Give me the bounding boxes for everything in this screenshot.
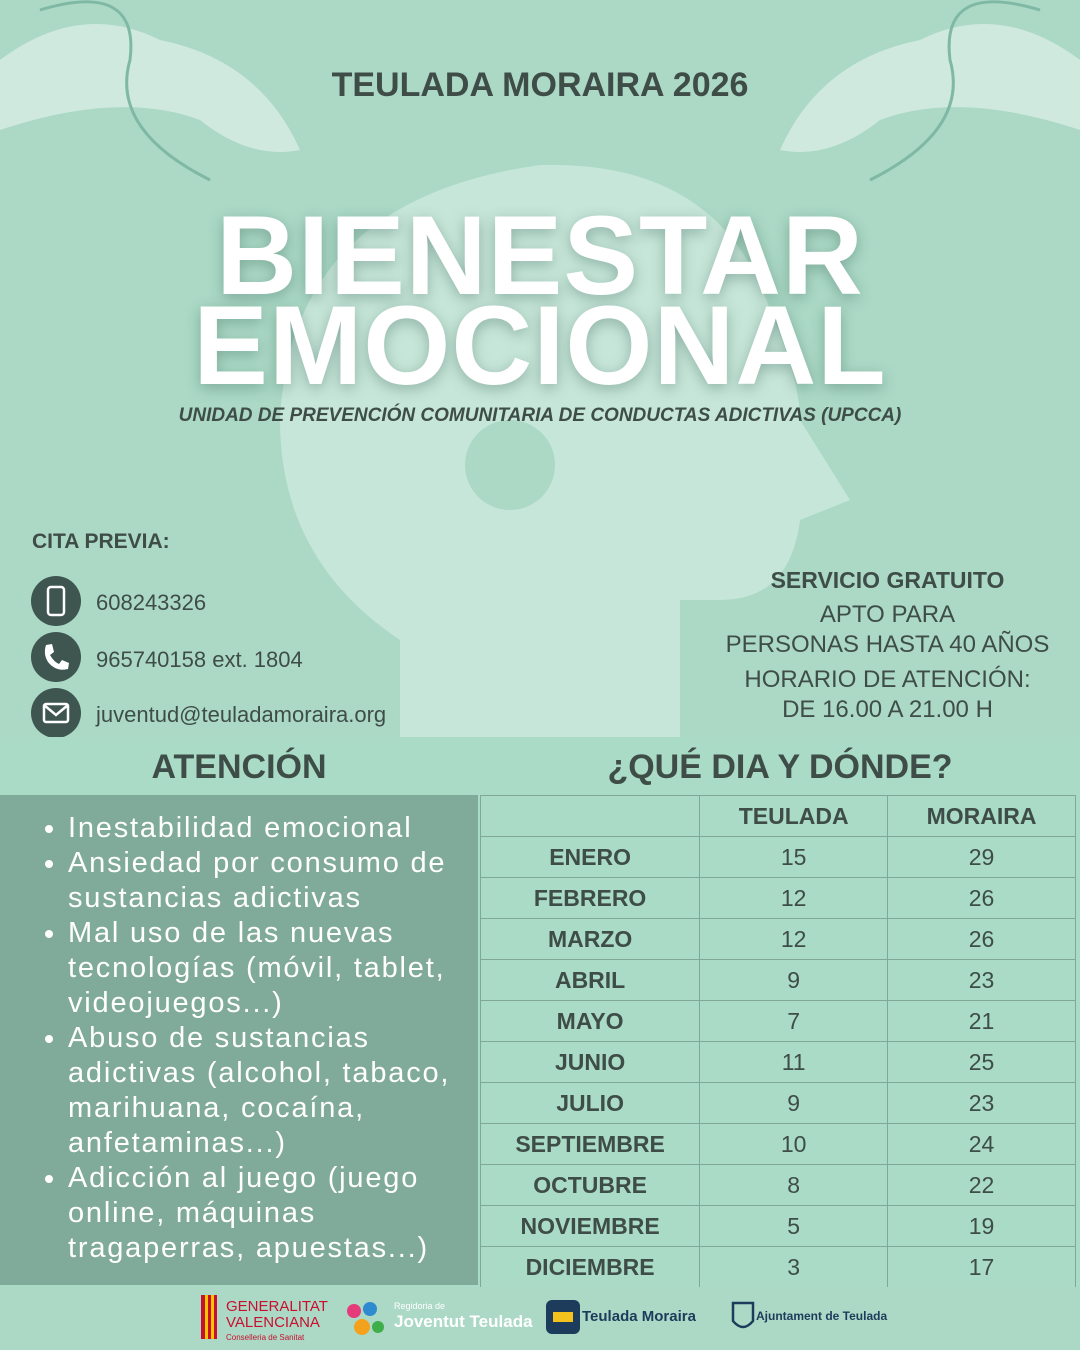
logo-text: Regidoria de [394,1301,446,1311]
day-cell: 15 [699,836,889,878]
telephone: 965740158 ext. 1804 [96,647,303,672]
day-cell: 12 [699,877,889,919]
title-line: EMOCIONAL [193,283,887,408]
service-line: SERVICIO GRATUITO [770,567,1005,593]
head-detail [465,420,555,510]
day-cell: 9 [699,959,889,1001]
attention-list: Inestabilidad emocionalAnsiedad por cons… [0,795,478,1266]
attention-heading: ATENCIÓN [151,748,327,786]
day-cell: 5 [699,1205,889,1247]
mail-icon [31,688,81,738]
email[interactable]: juventud@teuladamoraira.org [96,702,387,727]
logo-text: GENERALITAT [226,1298,328,1315]
attention-item: Inestabilidad emocional [68,811,458,846]
month-cell: MARZO [479,918,701,960]
service-line: DE 16.00 A 21.00 H [782,696,993,723]
month-cell: NOVIEMBRE [479,1205,701,1247]
footer: GENERALITAT VALENCIANA Conselleria de Sa… [0,1287,1080,1350]
table-row: ABRIL 9 23 [479,959,1076,1001]
table-row: DICIEMBRE 3 17 [479,1246,1076,1288]
contact-heading: CITA PREVIA: [32,530,170,553]
day-cell: 10 [699,1123,889,1165]
head-silhouette [280,164,850,737]
attention-item: Mal uso de las nuevas tecnologías (móvil… [68,916,458,1021]
day-cell: 24 [887,1123,1076,1165]
month-cell: SEPTIEMBRE [479,1123,701,1165]
service-line: HORARIO DE ATENCIÓN: [744,666,1031,693]
month-cell: FEBRERO [479,877,701,919]
table-row: ENERO 15 29 [479,836,1076,878]
day-cell: 26 [887,877,1076,919]
day-cell: 11 [699,1041,889,1083]
month-cell: ENERO [479,836,701,878]
tm-emblem [546,1300,580,1334]
day-cell: 23 [887,1082,1076,1124]
day-cell: 17 [887,1246,1076,1288]
day-cell: 23 [887,959,1076,1001]
thread [39,0,1041,182]
logo-text: Conselleria de Sanitat [226,1333,305,1342]
ajuntament-emblem [731,1301,755,1329]
background-art [0,0,1080,737]
day-cell: 3 [699,1246,889,1288]
logo-text: Joventut Teulada [394,1312,533,1331]
day-cell: 26 [887,918,1076,960]
table-row: OCTUBRE 8 22 [479,1164,1076,1206]
tagline: UNIDAD DE PREVENCIÓN COMUNITARIA DE COND… [178,405,902,426]
subtitle: TEULADA MORAIRA 2026 [331,66,749,104]
table-row: JUNIO 11 25 [479,1041,1076,1083]
hand-right [780,24,1080,152]
logo-text: VALENCIANA [226,1314,320,1331]
table-row: FEBRERO 12 26 [479,877,1076,919]
table-row: JULIO 9 23 [479,1082,1076,1124]
column-header: MORAIRA [887,795,1076,837]
gv-emblem [201,1295,217,1339]
corner-cell [479,795,701,837]
table-body: ENERO 15 29 FEBRERO 12 26 MARZO 12 26 ABRIL 9 23 MAY… [479,836,1076,1288]
month-cell: DICIEMBRE [479,1246,701,1288]
phone-icon [31,576,81,626]
schedule-heading: ¿QUÉ DIA Y DÓNDE? [607,748,953,786]
month-cell: OCTUBRE [479,1164,701,1206]
day-cell: 9 [699,1082,889,1124]
day-cell: 21 [887,1000,1076,1042]
month-cell: JUNIO [479,1041,701,1083]
day-cell: 7 [699,1000,889,1042]
attention-box: Inestabilidad emocionalAnsiedad por cons… [0,795,478,1285]
day-cell: 19 [887,1205,1076,1247]
service-line: PERSONAS HASTA 40 AÑOS [725,631,1050,658]
schedule-table: TEULADA MORAIRA ENERO 15 29 FEBRERO 12 26 MARZ… [479,795,1076,1288]
table-row: NOVIEMBRE 5 19 [479,1205,1076,1247]
table-row: SEPTIEMBRE 10 24 [479,1123,1076,1165]
day-cell: 12 [699,918,889,960]
day-cell: 29 [887,836,1076,878]
joventut-emblem [347,1302,384,1335]
table-head: TEULADA MORAIRA [479,795,1076,837]
attention-item: Abuso de sustancias adictivas (alcohol, … [68,1021,458,1161]
day-cell: 25 [887,1041,1076,1083]
month-cell: JULIO [479,1082,701,1124]
table-row: MARZO 12 26 [479,918,1076,960]
table-row: MAYO 7 21 [479,1000,1076,1042]
attention-item: Adicción al juego (juego online, máquina… [68,1161,458,1266]
service-line: APTO PARA [819,601,956,628]
logo-text: Ajuntament de Teulada [756,1309,888,1323]
day-cell: 22 [887,1164,1076,1206]
attention-item: Ansiedad por consumo de sustancias adict… [68,846,458,916]
title-line: BIENESTAR [216,193,864,318]
day-cell: 8 [699,1164,889,1206]
phone: 608243326 [96,590,207,615]
month-cell: MAYO [479,1000,701,1042]
column-header: TEULADA [699,795,889,837]
logo-text: Teulada Moraira [582,1308,696,1325]
month-cell: ABRIL [479,959,701,1001]
header-row: TEULADA MORAIRA [479,795,1076,837]
hand-left [0,24,300,152]
telephone-icon [31,632,81,682]
